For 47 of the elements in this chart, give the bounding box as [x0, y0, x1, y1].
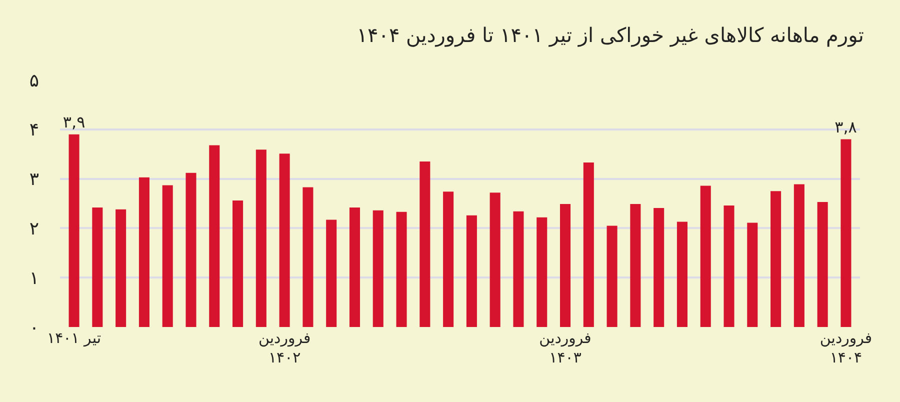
bar	[372, 210, 384, 327]
bar	[256, 150, 266, 327]
bar	[536, 217, 548, 327]
bar	[676, 222, 688, 327]
bar	[420, 162, 430, 327]
data-label: ۳,۹	[62, 112, 86, 132]
data-label: ۳,۸	[834, 117, 858, 136]
y-tick-label: ۳	[29, 169, 40, 190]
bar	[560, 204, 571, 327]
bar	[349, 207, 360, 327]
y-tick-label: ۲	[29, 218, 39, 240]
bar	[232, 200, 244, 327]
chart-title: تورم ماهانه کالاهای غیر خوراکی از تیر ۱۴۰۱ تا فروردین ۱۴۰۴	[356, 23, 864, 48]
bar	[794, 184, 804, 327]
y-tick-label: ۴	[29, 120, 39, 141]
bar	[92, 207, 103, 327]
bar	[583, 162, 594, 327]
bar	[302, 187, 314, 327]
x-tick-label: فروردین ۱۴۰۲	[258, 329, 311, 366]
bar	[700, 186, 711, 327]
bar	[116, 209, 126, 327]
y-tick-label: ۱	[29, 268, 39, 289]
bar	[654, 208, 664, 327]
x-tick-label: فروردین ۱۴۰۳	[539, 329, 592, 366]
bar	[396, 212, 407, 327]
bar	[724, 205, 734, 327]
bar	[186, 172, 196, 327]
bar	[209, 145, 220, 327]
bar	[326, 220, 337, 327]
bar	[840, 139, 852, 327]
bar	[466, 215, 477, 327]
x-tick-label: تیر ۱۴۰۱	[47, 329, 102, 347]
bar	[490, 192, 500, 327]
bar	[443, 192, 454, 327]
bar	[279, 154, 290, 327]
bar	[68, 134, 80, 327]
bar	[770, 191, 782, 327]
y-tick-label: ۵	[29, 70, 39, 92]
y-tick-label: ۰	[29, 317, 39, 338]
bar	[138, 177, 150, 327]
bar	[513, 211, 524, 327]
bar	[817, 202, 828, 327]
x-tick-label: فروردین ۱۴۰۴	[820, 329, 872, 366]
bar	[162, 185, 173, 327]
bar	[606, 226, 618, 327]
bar	[630, 204, 641, 327]
bar	[747, 222, 758, 327]
